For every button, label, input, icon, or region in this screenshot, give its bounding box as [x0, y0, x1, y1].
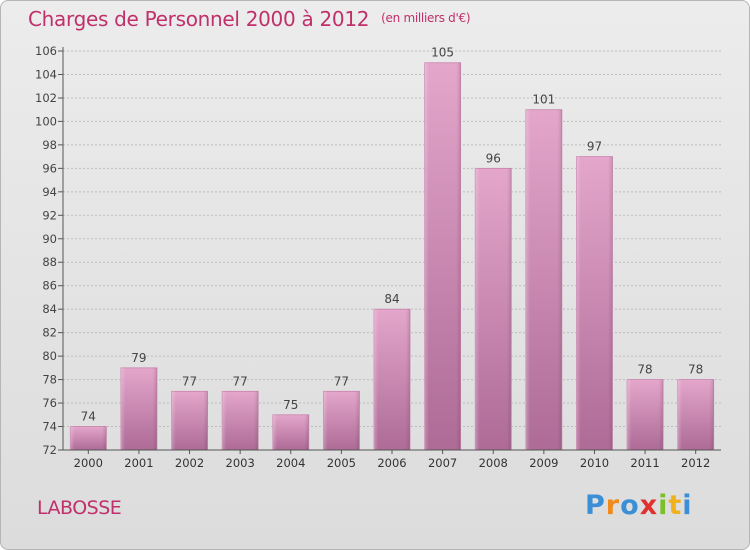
bar-shade: [475, 168, 512, 450]
x-tick-label: 2006: [377, 456, 406, 470]
bar-shade: [576, 156, 613, 450]
y-tick-label: 86: [42, 279, 57, 293]
data-label: 101: [532, 93, 555, 107]
data-label: 77: [233, 374, 248, 388]
y-tick-label: 78: [42, 373, 57, 387]
x-tick-label: 2007: [428, 456, 457, 470]
y-tick-label: 106: [35, 44, 57, 58]
x-tick-label: 2004: [276, 456, 305, 470]
y-tick-label: 82: [42, 326, 57, 340]
data-label: 77: [334, 374, 349, 388]
bar-shade: [120, 367, 157, 450]
y-tick-label: 72: [42, 443, 57, 457]
x-tick-label: 2001: [124, 456, 153, 470]
data-label: 96: [486, 151, 501, 165]
y-tick-label: 104: [35, 67, 57, 81]
bar-shade: [272, 414, 309, 450]
x-tick-label: 2011: [630, 456, 659, 470]
proxiti-logo: Proxiti: [585, 490, 693, 521]
bar-shade: [525, 109, 562, 451]
bars: [69, 62, 715, 451]
bar-shade: [70, 426, 107, 450]
chart-subtitle: (en milliers d'€): [381, 11, 471, 25]
data-label: 105: [431, 46, 454, 60]
bar-shade: [222, 391, 259, 450]
data-label: 84: [384, 292, 399, 306]
y-tick-label: 94: [42, 185, 57, 199]
bar-shade: [677, 379, 714, 450]
y-tick-label: 102: [35, 91, 57, 105]
data-label: 97: [587, 140, 602, 154]
x-tick-label: 2010: [580, 456, 609, 470]
data-label: 77: [182, 374, 197, 388]
y-tick-label: 98: [42, 138, 57, 152]
data-label: 74: [81, 410, 96, 424]
x-tick-label: 2003: [226, 456, 255, 470]
y-tick-label: 80: [42, 349, 57, 363]
y-tick-label: 88: [42, 255, 57, 269]
data-label: 78: [688, 363, 703, 377]
x-tick-label: 2009: [529, 456, 558, 470]
data-label: 78: [637, 363, 652, 377]
bar-shade: [424, 62, 461, 451]
x-tick-label: 2005: [327, 456, 356, 470]
axes: 72 74 76 78 80 82 84 86 88 90 92 94 96 98 100 102 104 106…: [35, 44, 721, 470]
x-tick-label: 2008: [479, 456, 508, 470]
chart-title-text: Charges de Personnel 2000 à 2012: [28, 7, 370, 31]
y-tick-label: 92: [42, 208, 57, 222]
commune-name: LABOSSE: [37, 497, 122, 519]
bar-shade: [171, 391, 208, 450]
y-tick-label: 76: [42, 396, 57, 410]
x-tick-label: 2002: [175, 456, 204, 470]
chart-title: Charges de Personnel 2000 à 2012 (en mill…: [28, 7, 471, 31]
y-tick-label: 84: [42, 302, 57, 316]
bar-shade: [627, 379, 664, 450]
x-tick-label: 2000: [74, 456, 103, 470]
y-tick-label: 96: [42, 161, 57, 175]
bar-shade: [323, 391, 360, 450]
y-tick-label: 74: [42, 420, 57, 434]
data-label: 75: [283, 398, 298, 412]
y-tick-label: 100: [35, 114, 57, 128]
value-labels: 74 79 77 77 75 77 84 105 96 101 97 78 78: [81, 46, 704, 424]
x-tick-label: 2012: [681, 456, 710, 470]
data-label: 79: [131, 351, 146, 365]
y-tick-label: 90: [42, 232, 57, 246]
bar-shade: [374, 309, 410, 450]
